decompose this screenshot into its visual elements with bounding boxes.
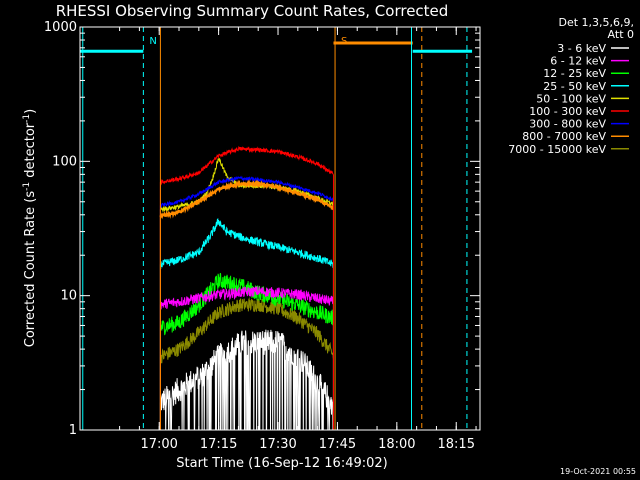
legend-label-300-800-kev: 300 - 800 keV [529,118,606,131]
x-tick-label-1745: 17:45 [319,437,356,452]
x-tick-label-1815: 18:15 [438,437,475,452]
series-line-7000-15000-kev [159,296,334,364]
y-tick-label-1: 1 [69,423,77,438]
x-tick-label-1700: 17:00 [140,437,177,452]
x-axis-label: Start Time (16-Sep-12 16:49:02) [176,456,387,471]
legend-header-detectors: Det 1,3,5,6,9, [558,16,634,29]
plot-frame [79,26,481,431]
y-tick-label-100: 100 [52,154,77,169]
series-line-100-300-kev [160,145,334,186]
legend-header-attenuator: Att 0 [608,28,634,41]
x-tick-label-1730: 17:30 [259,437,296,452]
legend-label-50-100-kev: 50 - 100 keV [536,92,606,105]
x-tick-label-1800: 18:00 [378,437,415,452]
y-axis-ticks: 1 10 100 1000 [44,20,480,438]
footer-timestamp: 19-Oct-2021 00:55 [560,467,636,476]
series-line-300-800-kev [160,175,334,209]
event-marker-s: S [341,36,347,47]
legend-label-3-6-kev: 3 - 6 keV [557,42,606,55]
y-tick-label-1000: 1000 [44,20,77,35]
series-line-6-12-kev [159,286,334,310]
legend-label-12-25-kev: 12 - 25 keV [543,67,606,80]
legend-label-6-12-kev: 6 - 12 keV [550,55,606,68]
y-tick-label-10: 10 [60,289,77,304]
y-axis-label: Corrected Count Rate (s-1 detector-1) [22,109,38,347]
chart-title: RHESSI Observing Summary Count Rates, Co… [56,2,449,20]
x-tick-label-1715: 17:15 [200,437,237,452]
series-line-25-50-kev [159,218,334,269]
legend-label-100-300-kev: 100 - 300 keV [529,105,606,118]
series-line-800-7000-kev [159,178,335,220]
legend-label-7000-15000-kev: 7000 - 15000 keV [508,143,606,156]
x-axis-ticks: 17:00 17:15 17:30 17:45 18:00 18:15 [119,27,477,452]
legend-label-25-50-kev: 25 - 50 keV [543,80,606,93]
event-marker-n: N [149,36,156,47]
series-curves [80,41,473,431]
legend-label-800-7000-kev: 800 - 7000 keV [522,130,606,143]
